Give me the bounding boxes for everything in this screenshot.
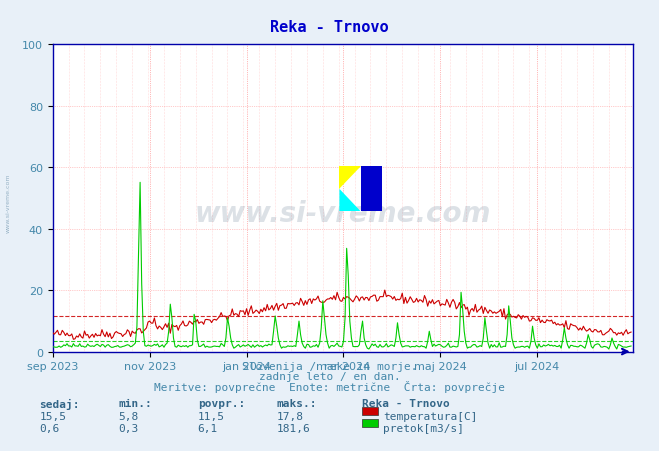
Text: 15,5: 15,5 bbox=[40, 411, 67, 421]
Text: zadnje leto / en dan.: zadnje leto / en dan. bbox=[258, 371, 401, 381]
Text: temperatura[C]: temperatura[C] bbox=[383, 411, 477, 421]
Text: povpr.:: povpr.: bbox=[198, 398, 245, 408]
Text: www.si-vreme.com: www.si-vreme.com bbox=[5, 173, 11, 233]
Text: sedaj:: sedaj: bbox=[40, 398, 80, 409]
Text: Reka - Trnovo: Reka - Trnovo bbox=[270, 20, 389, 35]
Polygon shape bbox=[361, 167, 382, 212]
Text: 0,6: 0,6 bbox=[40, 423, 60, 433]
Text: pretok[m3/s]: pretok[m3/s] bbox=[383, 423, 464, 433]
Text: 181,6: 181,6 bbox=[277, 423, 310, 433]
Text: 11,5: 11,5 bbox=[198, 411, 225, 421]
Polygon shape bbox=[339, 189, 361, 212]
Text: maks.:: maks.: bbox=[277, 398, 317, 408]
Text: 6,1: 6,1 bbox=[198, 423, 218, 433]
Text: Meritve: povprečne  Enote: metrične  Črta: povprečje: Meritve: povprečne Enote: metrične Črta:… bbox=[154, 381, 505, 393]
Text: Reka - Trnovo: Reka - Trnovo bbox=[362, 398, 450, 408]
Text: min.:: min.: bbox=[119, 398, 152, 408]
Text: 17,8: 17,8 bbox=[277, 411, 304, 421]
Polygon shape bbox=[339, 167, 361, 189]
Text: www.si-vreme.com: www.si-vreme.com bbox=[194, 200, 491, 228]
Text: 5,8: 5,8 bbox=[119, 411, 139, 421]
Text: Slovenija / reke in morje.: Slovenija / reke in morje. bbox=[242, 361, 417, 371]
Text: 0,3: 0,3 bbox=[119, 423, 139, 433]
